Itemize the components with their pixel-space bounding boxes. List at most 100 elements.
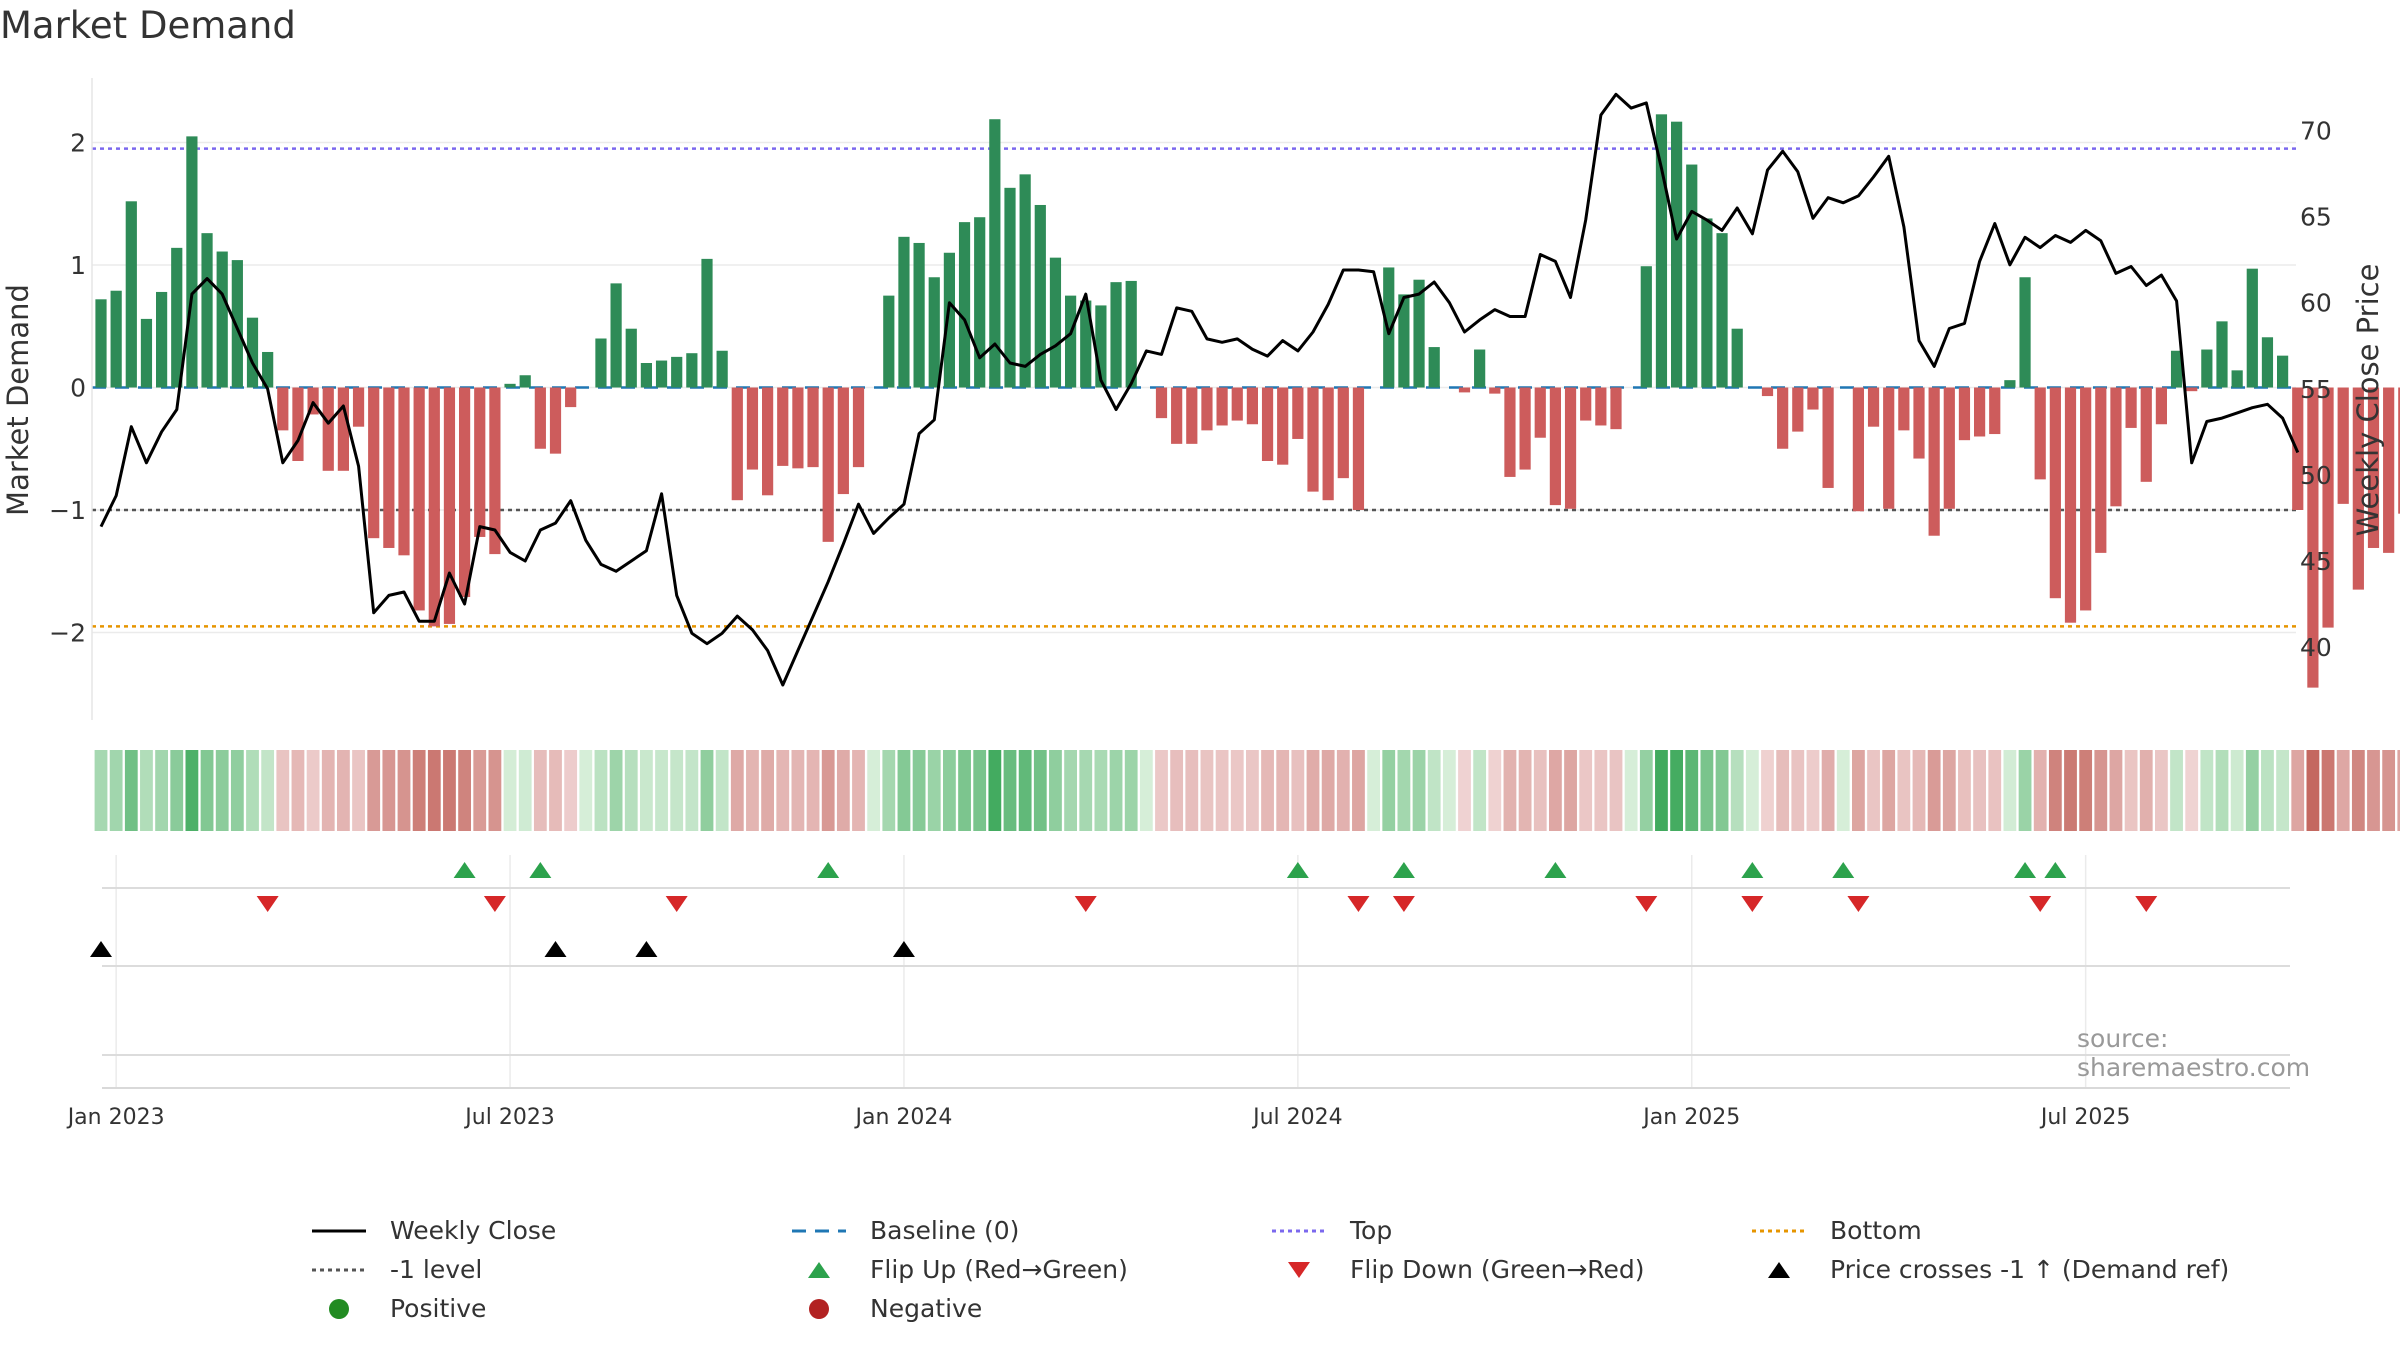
heat-cell (791, 750, 805, 831)
heat-cell (1367, 750, 1380, 831)
demand-bar (1943, 387, 1955, 509)
heat-cell (2336, 750, 2350, 831)
flip-up-marker (1741, 862, 1764, 878)
demand-bar (398, 387, 410, 556)
heat-cell (1852, 750, 1865, 831)
price-cross-swatch (1768, 1261, 1790, 1278)
demand-bar (1201, 387, 1213, 431)
heat-cell (2367, 750, 2380, 831)
heat-cell (1170, 750, 1184, 831)
heat-cell (382, 750, 396, 831)
legend-item-positive: Positive (308, 1294, 486, 1323)
heat-cell (897, 750, 911, 831)
demand-bar (2246, 268, 2258, 388)
demand-bar (1928, 387, 1940, 536)
heat-cell (518, 750, 532, 831)
heat-cell (2064, 750, 2077, 831)
heat-cell (2245, 750, 2259, 831)
demand-bar (1792, 387, 1804, 432)
demand-bar (216, 251, 228, 388)
heat-cell (109, 750, 123, 831)
heat-cell (2215, 750, 2229, 831)
flip-down-marker (1347, 896, 1370, 912)
demand-bar (2398, 387, 2400, 514)
heat-cell (2003, 750, 2017, 831)
demand-bar (792, 387, 804, 469)
demand-bar (277, 387, 289, 431)
heat-cell (215, 750, 229, 831)
x-tick-label: Jan 2025 (1641, 1105, 1740, 1130)
demand-bar (1519, 387, 1531, 470)
demand-bar (1883, 387, 1895, 509)
heat-cell (2124, 750, 2138, 831)
heat-cell (246, 750, 259, 831)
demand-bar (95, 299, 107, 388)
heat-cell (2170, 750, 2183, 831)
demand-bar (1867, 387, 1880, 427)
y-tick-label: 1 (70, 251, 86, 280)
demand-bar (1610, 387, 1622, 430)
demand-bar (1777, 387, 1789, 449)
heat-cell (230, 750, 244, 831)
demand-bar (1155, 387, 1168, 419)
chart-title: Market Demand (0, 4, 296, 47)
heat-cell (852, 750, 865, 831)
flip-down-marker (1074, 896, 1097, 912)
flip-down-marker (2135, 896, 2158, 912)
demand-bar (2367, 387, 2380, 548)
heat-cell (140, 750, 153, 831)
heat-cell (2382, 750, 2396, 831)
demand-bar (731, 387, 743, 501)
legend-item-baseline: Baseline (0) (788, 1216, 1019, 1245)
flip-up-marker (2044, 862, 2067, 878)
demand-bar (807, 387, 819, 468)
heat-cell (1624, 750, 1638, 831)
x-tick-label: Jul 2024 (1251, 1105, 1343, 1130)
demand-bar (1216, 387, 1228, 426)
demand-bar (1292, 387, 1304, 439)
heat-cell (1791, 750, 1805, 831)
demand-bar (2383, 387, 2395, 553)
demand-bar (1564, 387, 1577, 509)
y2-axis-label: Weekly Close Price (2351, 264, 2385, 537)
heat-cell (352, 750, 365, 831)
heat-cell (836, 750, 850, 831)
demand-bar (140, 318, 153, 388)
heat-cell (503, 750, 517, 831)
y-tick-label: −1 (49, 496, 86, 525)
heat-cell (1988, 750, 2002, 831)
line-swatch (312, 1229, 366, 1232)
demand-bar (2064, 387, 2077, 623)
legend-label: Top (1350, 1216, 1393, 1245)
positive-swatch (329, 1298, 349, 1319)
demand-bar (1019, 174, 1031, 388)
heat-cell (2018, 750, 2032, 831)
demand-bar (1595, 387, 1607, 426)
flip-up-marker (453, 862, 476, 878)
flip-up-marker (529, 862, 552, 878)
gridlines (92, 141, 2296, 1089)
demand-bar (1246, 387, 1258, 425)
demand-bar (1307, 387, 1319, 492)
flip-down-marker (256, 896, 279, 912)
heat-cell (1139, 750, 1153, 831)
heat-cell (1382, 750, 1396, 831)
heat-cell (912, 750, 926, 831)
heat-cell (321, 750, 335, 831)
demand-bar (519, 375, 531, 388)
heat-cell (746, 750, 759, 831)
demand-bar (1428, 347, 1440, 388)
demand-bar (2337, 387, 2349, 504)
heat-cell (1715, 750, 1729, 831)
demand-bar (671, 356, 683, 388)
demand-bar (1852, 387, 1864, 512)
demand-bar (1322, 387, 1334, 501)
heat-cell (1488, 750, 1502, 831)
heat-cell (1564, 750, 1577, 831)
demand-bar (2080, 387, 2092, 611)
demand-bar (1458, 387, 1471, 393)
y2-tick-label: 40 (2300, 633, 2332, 662)
heat-cell (2230, 750, 2244, 831)
heat-cell (1927, 750, 1941, 831)
